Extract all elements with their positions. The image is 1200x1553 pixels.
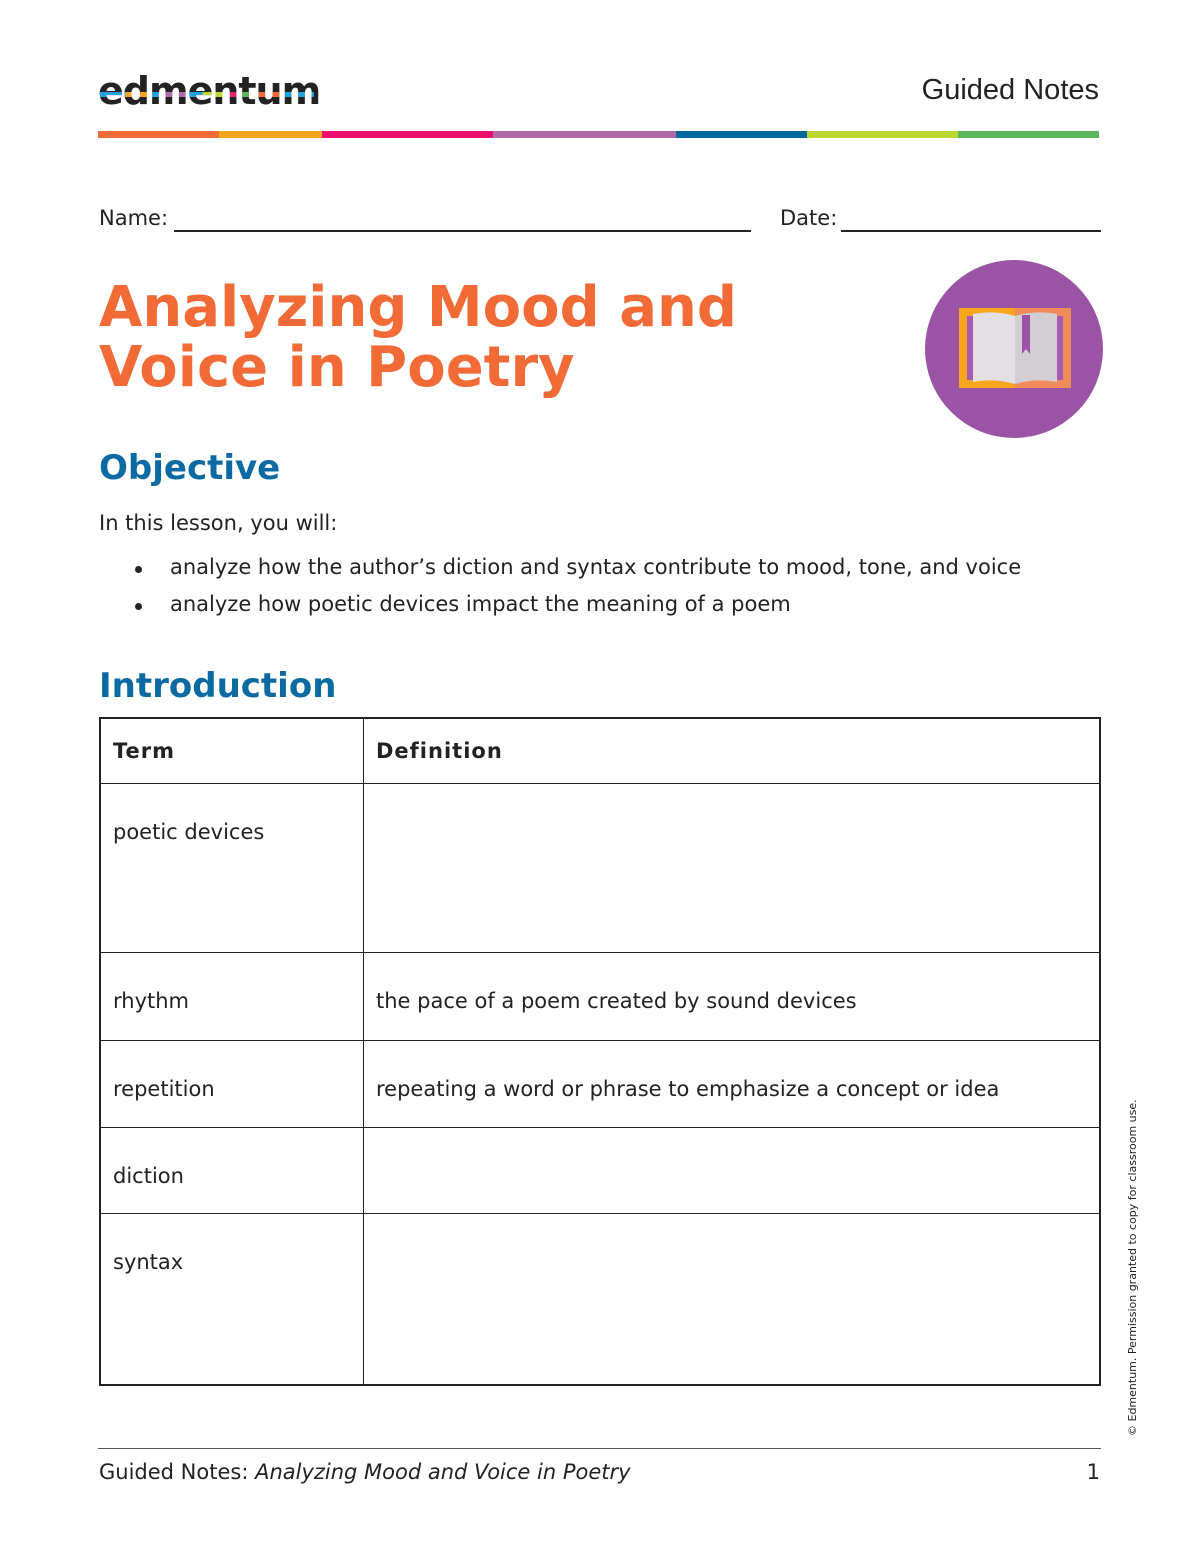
footer-prefix: Guided Notes: bbox=[99, 1460, 256, 1484]
definition-cell[interactable] bbox=[363, 1213, 1101, 1385]
term-cell: syntax bbox=[99, 1213, 364, 1385]
page-number: 1 bbox=[1086, 1460, 1100, 1484]
table-row: poetic devices bbox=[99, 783, 1101, 953]
footer-title: Analyzing Mood and Voice in Poetry bbox=[255, 1460, 631, 1484]
bar-segment bbox=[807, 131, 958, 138]
footer-text: Guided Notes: Analyzing Mood and Voice i… bbox=[99, 1460, 631, 1484]
term-cell: repetition bbox=[99, 1040, 364, 1128]
edmentum-logo: edmentum bbox=[98, 66, 321, 116]
term-cell: rhythm bbox=[99, 952, 364, 1041]
bar-segment bbox=[676, 131, 807, 138]
table-row: syntax bbox=[99, 1213, 1101, 1385]
term-cell: diction bbox=[99, 1127, 364, 1214]
date-label: Date: bbox=[780, 206, 838, 230]
introduction-heading: Introduction bbox=[99, 666, 337, 706]
bar-segment bbox=[219, 131, 322, 138]
logo-stripe bbox=[100, 92, 315, 97]
bullet-text: analyze how poetic devices impact the me… bbox=[170, 592, 791, 616]
bar-segment bbox=[958, 131, 1099, 138]
definition-cell: repeating a word or phrase to emphasize … bbox=[363, 1040, 1101, 1128]
open-book-icon bbox=[925, 260, 1103, 438]
bar-segment bbox=[493, 131, 676, 138]
objective-bullet: analyze how the author’s diction and syn… bbox=[135, 555, 1021, 579]
color-bar bbox=[98, 131, 1099, 138]
table-row: diction bbox=[99, 1127, 1101, 1214]
definition-cell[interactable] bbox=[363, 1127, 1101, 1214]
bullet-text: analyze how the author’s diction and syn… bbox=[170, 555, 1022, 579]
definition-cell: the pace of a poem created by sound devi… bbox=[363, 952, 1101, 1041]
copyright-notice: © Edmentum. Permission granted to copy f… bbox=[1126, 1099, 1139, 1436]
bullet-icon bbox=[135, 566, 142, 573]
terms-table: Term Definition poetic devices rhythm the… bbox=[99, 717, 1101, 1386]
table-row: repetition repeating a word or phrase to … bbox=[99, 1040, 1101, 1128]
name-field[interactable] bbox=[174, 230, 751, 232]
objective-intro: In this lesson, you will: bbox=[99, 511, 338, 535]
page-title: Analyzing Mood and Voice in Poetry bbox=[99, 275, 737, 400]
table-header-row: Term Definition bbox=[99, 717, 1101, 784]
bar-segment bbox=[322, 131, 493, 138]
column-header-term: Term bbox=[99, 717, 364, 784]
bar-segment bbox=[98, 131, 219, 138]
objective-heading: Objective bbox=[99, 448, 281, 488]
bullet-icon bbox=[135, 603, 142, 610]
footer-divider bbox=[98, 1448, 1101, 1449]
date-field[interactable] bbox=[841, 230, 1101, 232]
definition-cell[interactable] bbox=[363, 783, 1101, 953]
term-cell: poetic devices bbox=[99, 783, 364, 953]
column-header-definition: Definition bbox=[363, 717, 1101, 784]
header-title: Guided Notes bbox=[921, 74, 1099, 106]
logo-text: edmentum bbox=[98, 69, 321, 113]
name-label: Name: bbox=[99, 206, 169, 230]
objective-bullet: analyze how poetic devices impact the me… bbox=[135, 592, 791, 616]
table-row: rhythm the pace of a poem created by soun… bbox=[99, 952, 1101, 1041]
